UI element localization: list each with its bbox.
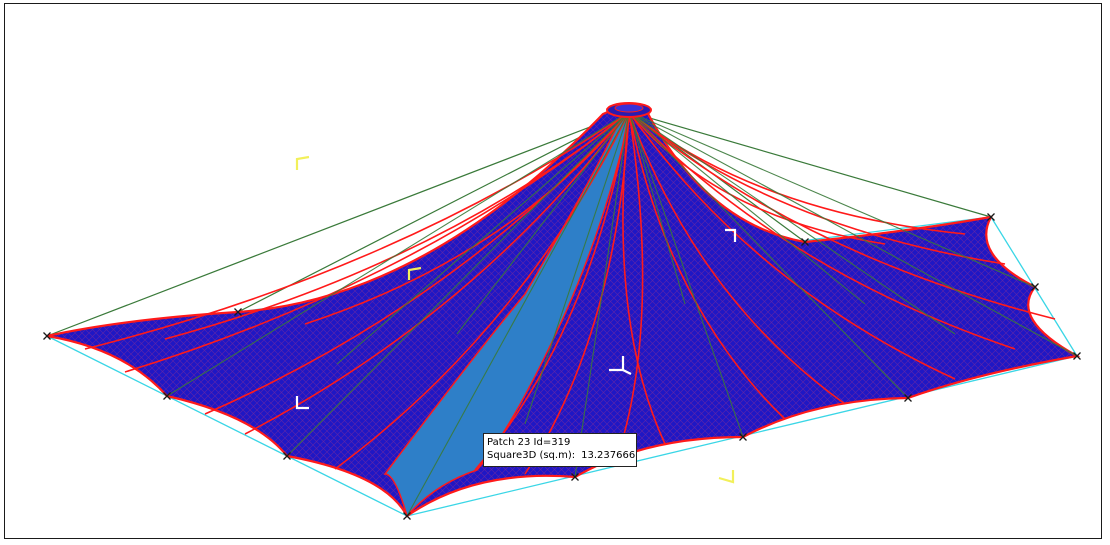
seam-line <box>628 111 846 405</box>
seam-line <box>628 111 786 420</box>
seam-line <box>204 111 630 415</box>
patch-area-value: 13.237666 <box>581 450 636 461</box>
cable-line <box>166 111 630 397</box>
cable-line <box>628 111 956 335</box>
seam-line <box>628 111 1016 350</box>
node-marker-icon[interactable] <box>801 238 809 246</box>
cable-line <box>46 111 630 337</box>
seam-line <box>622 111 666 445</box>
node-marker-icon[interactable] <box>43 332 51 340</box>
cable-line <box>286 111 630 457</box>
node-marker-icon[interactable] <box>234 308 242 316</box>
cable-line <box>628 111 1036 288</box>
seam-line <box>334 111 630 470</box>
cable-line <box>628 111 909 399</box>
cable-line <box>237 111 630 313</box>
cable-line <box>574 111 630 478</box>
patch-id-text: Patch 23 Id=319 <box>487 437 571 448</box>
viewport-frame[interactable]: Patch 23 Id=319 Square3D (sq.m): 13.23766… <box>4 3 1102 539</box>
cable-lines-front <box>166 111 1078 517</box>
node-marker-icon[interactable] <box>739 433 747 441</box>
membrane-seams <box>84 111 1056 475</box>
seam-line <box>164 111 630 340</box>
seam-line <box>474 111 630 471</box>
seam-line <box>614 111 644 465</box>
mast-top-icon <box>606 102 652 118</box>
patch-area-row: Square3D (sq.m): 13.237666 <box>487 449 636 462</box>
patch-area-label: Square3D (sq.m): <box>487 450 576 461</box>
node-marker-icon[interactable] <box>283 452 291 460</box>
cable-line <box>406 111 630 517</box>
seam-line <box>628 111 956 380</box>
membrane-model-view[interactable] <box>5 4 1102 539</box>
cable-line <box>628 111 744 438</box>
cable-line <box>628 111 1078 357</box>
axis-marker-icon <box>295 155 737 484</box>
seam-line <box>628 111 1056 320</box>
cable-line <box>336 111 630 365</box>
cable-line <box>456 111 630 335</box>
seam-line <box>304 111 630 325</box>
cable-line <box>628 111 686 305</box>
node-markers <box>43 213 1081 520</box>
seam-line <box>628 111 886 245</box>
node-marker-icon[interactable] <box>403 512 411 520</box>
node-marker-icon[interactable] <box>571 473 579 481</box>
node-marker-icon[interactable] <box>1073 352 1081 360</box>
node-marker-icon[interactable] <box>987 213 995 221</box>
node-marker-icon[interactable] <box>904 394 912 402</box>
cable-line <box>524 111 630 425</box>
seam-line <box>244 111 630 435</box>
node-marker-icon[interactable] <box>1031 283 1039 291</box>
cable-line <box>628 111 992 218</box>
node-marker-icon[interactable] <box>163 392 171 400</box>
seam-line <box>84 111 630 350</box>
patch-info-tooltip: Patch 23 Id=319 Square3D (sq.m): 13.23766… <box>483 433 637 467</box>
cable-line <box>628 111 866 305</box>
